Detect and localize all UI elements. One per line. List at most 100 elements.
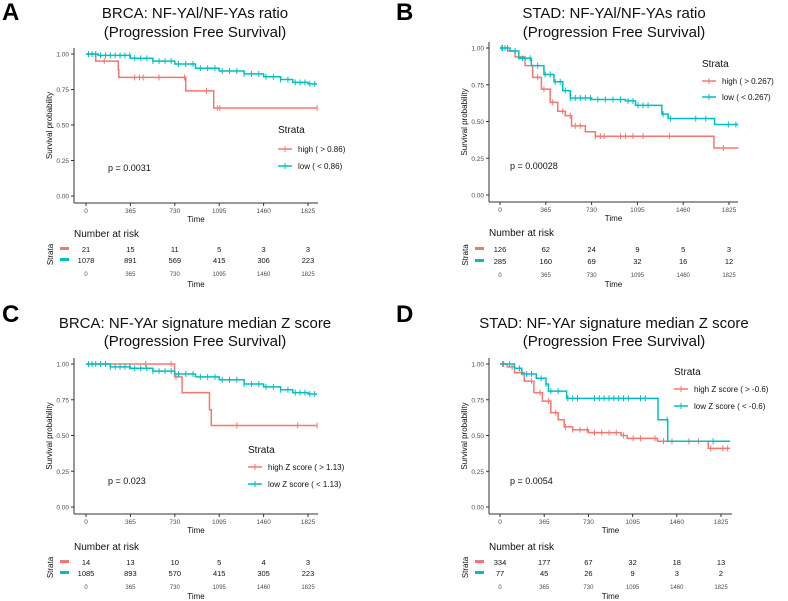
chart-subtitle: (Progression Free Survival)	[104, 24, 287, 41]
legend-label-high: high Z score ( > 1.13)	[268, 463, 345, 472]
x-tick-label: 730	[169, 519, 180, 526]
risk-row-swatch-low	[475, 571, 484, 574]
risk-count: 67	[584, 558, 592, 567]
risk-count: 26	[584, 569, 592, 578]
risk-count: 1078	[78, 256, 95, 265]
x-tick-label: 365	[540, 207, 551, 214]
risk-count: 126	[494, 245, 507, 254]
legend-label-high: high ( > 0.267)	[722, 77, 774, 86]
risk-table-x-tick: 1825	[722, 273, 736, 279]
risk-count: 15	[126, 245, 134, 254]
risk-count: 11	[171, 245, 179, 254]
x-tick-label: 365	[539, 519, 550, 526]
risk-count: 415	[213, 256, 226, 265]
x-tick-label: 1825	[301, 519, 316, 526]
risk-table-x-tick: 1825	[301, 585, 315, 591]
risk-table-x-tick: 0	[84, 585, 88, 591]
risk-table-x-tick: 1460	[257, 585, 271, 591]
y-tick-label: 0.00	[471, 193, 484, 200]
legend-label-high: high ( > 0.86)	[298, 145, 346, 154]
risk-table-x-tick: 1095	[213, 272, 227, 278]
risk-count: 12	[725, 257, 733, 266]
legend-label-high: high Z score ( > -0.6)	[694, 385, 769, 394]
risk-count: 32	[633, 257, 641, 266]
legend-title: Strata	[702, 59, 729, 70]
km-panel-a: A BRCA: NF-YAl/NF-YAs ratio (Progression F…	[2, 0, 346, 289]
x-tick-label: 730	[586, 207, 597, 214]
panel-letter: C	[2, 301, 19, 328]
y-tick-label: 1.00	[56, 52, 69, 59]
risk-count: 5	[217, 558, 221, 567]
risk-row-swatch-low	[60, 571, 69, 574]
legend-label-low: low Z score ( < -0.6)	[694, 402, 766, 411]
x-tick-label: 730	[169, 208, 180, 215]
risk-table-x-tick: 1825	[714, 585, 728, 591]
risk-count: 305	[257, 569, 270, 578]
risk-count: 9	[635, 245, 639, 254]
survival-curve-low	[500, 363, 731, 442]
chart-title: STAD: NF-YAr signature median Z score	[479, 315, 749, 332]
survival-curve-high	[500, 363, 731, 450]
y-tick-label: 0.00	[471, 505, 484, 512]
risk-table-strata-label: Strata	[461, 244, 470, 266]
y-axis-label: Survival probability	[45, 402, 54, 469]
risk-count: 77	[496, 569, 504, 578]
survival-curve-low	[86, 363, 318, 395]
y-axis-label: Survival probability	[45, 92, 54, 159]
risk-count: 45	[540, 569, 548, 578]
legend-title: Strata	[674, 367, 701, 378]
x-tick-label: 1460	[256, 519, 271, 526]
risk-count: 1085	[78, 569, 95, 578]
risk-count: 2	[719, 569, 723, 578]
risk-table-strata-label: Strata	[46, 556, 55, 578]
x-tick-label: 0	[498, 207, 502, 214]
risk-count: 223	[302, 569, 315, 578]
risk-table-x-tick: 365	[541, 273, 552, 279]
risk-row-swatch-high	[475, 560, 484, 563]
x-axis-label: Time	[187, 526, 205, 535]
risk-count: 177	[538, 558, 551, 567]
chart-title: BRCA: NF-YAl/NF-YAs ratio	[102, 5, 288, 22]
panel-letter: B	[396, 0, 413, 26]
y-axis-label: Survival probability	[460, 402, 469, 469]
panel-letter: D	[396, 301, 413, 328]
x-tick-label: 0	[84, 519, 88, 526]
legend-title: Strata	[248, 445, 275, 456]
x-tick-label: 0	[84, 208, 88, 215]
risk-row-swatch-high	[60, 247, 69, 250]
x-axis-label: Time	[187, 215, 205, 224]
risk-count: 334	[494, 558, 507, 567]
risk-count: 5	[217, 245, 221, 254]
risk-count: 415	[213, 569, 226, 578]
risk-count: 3	[306, 245, 310, 254]
y-tick-label: 0.75	[56, 87, 69, 94]
km-panel-d: D STAD: NF-YAr signature median Z score(P…	[396, 301, 769, 601]
y-tick-label: 0.50	[471, 119, 484, 126]
chart-title: STAD: NF-YAl/NF-YAs ratio	[522, 5, 705, 22]
x-tick-label: 1825	[714, 519, 729, 526]
y-tick-label: 0.50	[56, 433, 69, 440]
risk-count: 3	[675, 569, 679, 578]
y-tick-label: 0.25	[56, 469, 69, 476]
chart-subtitle: (Progression Free Survival)	[104, 333, 287, 350]
risk-table-title: Number at risk	[489, 542, 555, 553]
y-tick-label: 0.25	[471, 469, 484, 476]
risk-table-time-label: Time	[605, 280, 623, 289]
legend-label-low: low ( < 0.267)	[722, 93, 771, 102]
p-value: p = 0.00028	[510, 161, 558, 171]
y-axis-label: Survival probability	[460, 88, 469, 155]
x-tick-label: 1095	[212, 208, 227, 215]
y-tick-label: 0.00	[56, 505, 69, 512]
risk-count: 24	[587, 245, 595, 254]
survival-curve-low	[86, 53, 318, 85]
survival-curve-high	[86, 363, 318, 427]
risk-table-title: Number at risk	[489, 228, 555, 239]
risk-table-x-tick: 730	[587, 273, 598, 279]
risk-count: 69	[587, 257, 595, 266]
risk-table-x-tick: 730	[170, 585, 181, 591]
risk-table-x-tick: 730	[583, 585, 594, 591]
x-tick-label: 1095	[625, 519, 640, 526]
risk-count: 18	[673, 558, 681, 567]
p-value: p = 0.0054	[510, 476, 553, 486]
risk-table-x-tick: 1095	[626, 585, 640, 591]
